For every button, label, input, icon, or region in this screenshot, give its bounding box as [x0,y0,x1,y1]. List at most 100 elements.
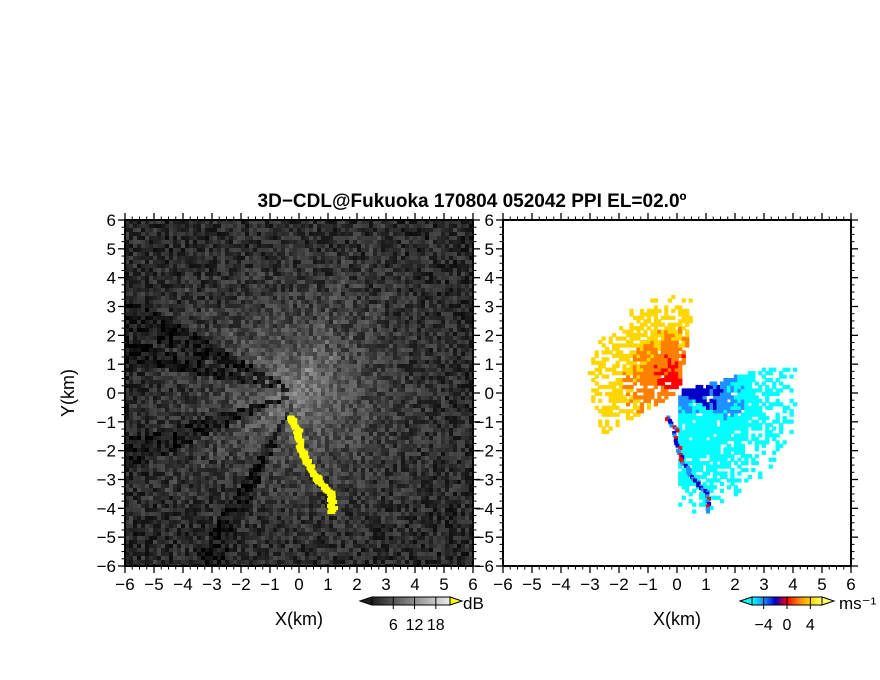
intensity-cell [205,280,209,284]
intensity-cell [301,436,305,440]
intensity-cell [449,356,453,360]
intensity-cell [325,340,329,344]
intensity-cell [125,280,129,284]
intensity-cell [445,280,449,284]
intensity-cell [241,420,245,424]
intensity-cell [205,428,209,432]
intensity-cell [225,280,229,284]
intensity-cell [337,436,341,440]
intensity-cell [209,236,213,240]
intensity-cell [277,316,281,320]
intensity-cell [437,328,441,332]
intensity-cell [177,356,181,360]
intensity-cell [401,260,405,264]
intensity-cell [289,376,293,380]
intensity-cell [381,224,385,228]
intensity-cell [385,404,389,408]
intensity-cell [365,412,369,416]
intensity-cell [257,372,261,376]
intensity-cell [469,424,473,428]
intensity-cell [173,392,177,396]
intensity-cell [221,264,225,268]
intensity-cell [289,228,293,232]
intensity-cell [277,228,281,232]
intensity-cell [417,224,421,228]
intensity-cell [201,440,205,444]
intensity-cell [341,412,345,416]
intensity-cell [469,304,473,308]
intensity-cell [449,412,453,416]
intensity-cell [217,240,221,244]
intensity-cell [421,364,425,368]
intensity-cell [469,372,473,376]
intensity-cell [385,288,389,292]
intensity-cell [321,408,325,412]
intensity-cell [145,308,149,312]
intensity-cell [165,372,169,376]
intensity-cell [161,352,165,356]
intensity-cell [189,268,193,272]
intensity-cell [313,392,317,396]
intensity-cell [253,256,257,260]
intensity-cell [469,332,473,336]
intensity-cell [209,380,213,384]
intensity-cell [277,396,281,400]
intensity-cell [445,316,449,320]
intensity-cell [321,440,325,444]
intensity-cell [277,372,281,376]
intensity-cell [417,300,421,304]
intensity-cell [141,400,145,404]
intensity-cell [329,352,333,356]
intensity-cell [257,360,261,364]
intensity-cell [317,248,321,252]
intensity-cell [293,256,297,260]
intensity-cell [437,404,441,408]
intensity-cell [445,424,449,428]
intensity-cell [213,372,217,376]
intensity-cell [345,424,349,428]
intensity-cell [421,412,425,416]
intensity-cell [461,284,465,288]
intensity-cell [141,292,145,296]
intensity-cell [253,396,257,400]
intensity-cell [405,388,409,392]
intensity-cell [301,376,305,380]
intensity-cell [221,436,225,440]
intensity-cell [413,332,417,336]
intensity-cell [145,220,149,224]
intensity-cell [241,256,245,260]
intensity-cell [337,352,341,356]
intensity-cell [381,264,385,268]
intensity-cell [249,404,253,408]
intensity-cell [373,240,377,244]
intensity-cell [457,368,461,372]
intensity-cell [405,428,409,432]
intensity-cell [145,292,149,296]
intensity-cell [225,392,229,396]
intensity-cell [129,376,133,380]
intensity-cell [185,232,189,236]
intensity-cell [353,308,357,312]
intensity-cell [441,288,445,292]
intensity-cell [365,336,369,340]
intensity-cell [217,440,221,444]
intensity-cell [185,252,189,256]
intensity-cell [417,236,421,240]
intensity-cell [397,324,401,328]
intensity-cell [333,308,337,312]
intensity-cell [133,316,137,320]
intensity-cell [445,276,449,280]
intensity-cell [233,312,237,316]
intensity-cell [125,444,129,448]
intensity-cell [385,312,389,316]
intensity-cell [233,420,237,424]
intensity-cell [361,300,365,304]
intensity-cell [341,372,345,376]
intensity-cell [181,336,185,340]
intensity-cell [385,316,389,320]
intensity-cell [305,248,309,252]
intensity-cell [445,400,449,404]
intensity-cell [409,312,413,316]
intensity-cell [405,376,409,380]
intensity-cell [153,292,157,296]
